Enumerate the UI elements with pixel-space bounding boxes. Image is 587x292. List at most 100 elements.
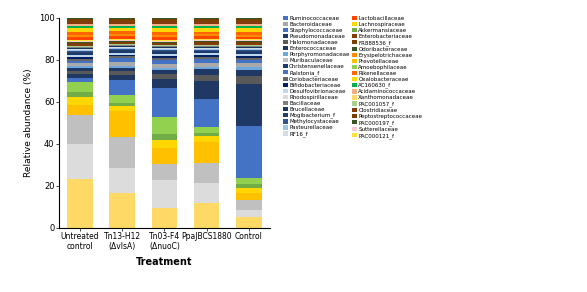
- Bar: [236, 28, 262, 32]
- Bar: [236, 70, 262, 76]
- Bar: [194, 55, 220, 57]
- Bar: [67, 37, 93, 40]
- Bar: [67, 78, 93, 82]
- Bar: [67, 35, 93, 37]
- Bar: [236, 54, 262, 56]
- Bar: [151, 20, 177, 21]
- Bar: [67, 53, 93, 55]
- Bar: [236, 50, 262, 51]
- Bar: [67, 26, 93, 28]
- Bar: [151, 47, 177, 48]
- Bar: [236, 49, 262, 50]
- Bar: [151, 37, 177, 40]
- Bar: [194, 136, 220, 142]
- Bar: [236, 32, 262, 35]
- Bar: [67, 57, 93, 59]
- Bar: [194, 26, 220, 28]
- Bar: [194, 39, 220, 40]
- Bar: [109, 55, 135, 56]
- Bar: [194, 133, 220, 136]
- Bar: [151, 88, 177, 117]
- Bar: [109, 168, 135, 192]
- Bar: [151, 26, 177, 28]
- Bar: [109, 103, 135, 106]
- Bar: [151, 48, 177, 49]
- Bar: [194, 21, 220, 24]
- Bar: [236, 126, 262, 178]
- Bar: [194, 203, 220, 228]
- Bar: [109, 192, 135, 228]
- Bar: [67, 97, 93, 105]
- Bar: [236, 26, 262, 28]
- Bar: [67, 68, 93, 71]
- Bar: [236, 63, 262, 67]
- Bar: [109, 111, 135, 137]
- Bar: [109, 106, 135, 111]
- Bar: [151, 69, 177, 74]
- Bar: [67, 42, 93, 43]
- Bar: [151, 40, 177, 41]
- Bar: [109, 45, 135, 46]
- Bar: [194, 24, 220, 26]
- Bar: [194, 51, 220, 53]
- Bar: [151, 21, 177, 24]
- Bar: [236, 42, 262, 43]
- Bar: [109, 81, 135, 95]
- Bar: [67, 105, 93, 115]
- Bar: [151, 18, 177, 20]
- Bar: [194, 46, 220, 47]
- Bar: [194, 99, 220, 127]
- Bar: [67, 49, 93, 50]
- Bar: [236, 200, 262, 210]
- Bar: [236, 39, 262, 41]
- Bar: [151, 51, 177, 52]
- Bar: [236, 21, 262, 24]
- Bar: [109, 46, 135, 47]
- Bar: [67, 63, 93, 66]
- Bar: [67, 28, 93, 32]
- Bar: [236, 51, 262, 52]
- Bar: [194, 18, 220, 19]
- Bar: [67, 52, 93, 53]
- Bar: [109, 58, 135, 62]
- Bar: [109, 24, 135, 26]
- Bar: [236, 56, 262, 58]
- Bar: [194, 59, 220, 63]
- Bar: [109, 50, 135, 51]
- Bar: [151, 58, 177, 60]
- Bar: [151, 60, 177, 64]
- Bar: [151, 208, 177, 228]
- Bar: [194, 67, 220, 69]
- Bar: [151, 42, 177, 43]
- Bar: [67, 51, 93, 52]
- Bar: [109, 75, 135, 81]
- Bar: [109, 36, 135, 39]
- Bar: [194, 42, 220, 43]
- Bar: [67, 92, 93, 97]
- Bar: [109, 44, 135, 45]
- Bar: [109, 32, 135, 34]
- Bar: [151, 35, 177, 37]
- Bar: [67, 44, 93, 46]
- Bar: [194, 28, 220, 32]
- Bar: [194, 36, 220, 39]
- Bar: [109, 53, 135, 55]
- Bar: [109, 51, 135, 53]
- Bar: [236, 76, 262, 84]
- Bar: [151, 28, 177, 32]
- Bar: [194, 50, 220, 51]
- Bar: [194, 57, 220, 59]
- Bar: [151, 41, 177, 42]
- Bar: [67, 59, 93, 60]
- Bar: [109, 18, 135, 19]
- Bar: [236, 188, 262, 193]
- Bar: [194, 69, 220, 75]
- Bar: [67, 115, 93, 144]
- Bar: [109, 49, 135, 50]
- Bar: [194, 63, 220, 67]
- Bar: [109, 67, 135, 71]
- Bar: [151, 117, 177, 134]
- Bar: [67, 21, 93, 24]
- Bar: [151, 64, 177, 68]
- Bar: [67, 66, 93, 68]
